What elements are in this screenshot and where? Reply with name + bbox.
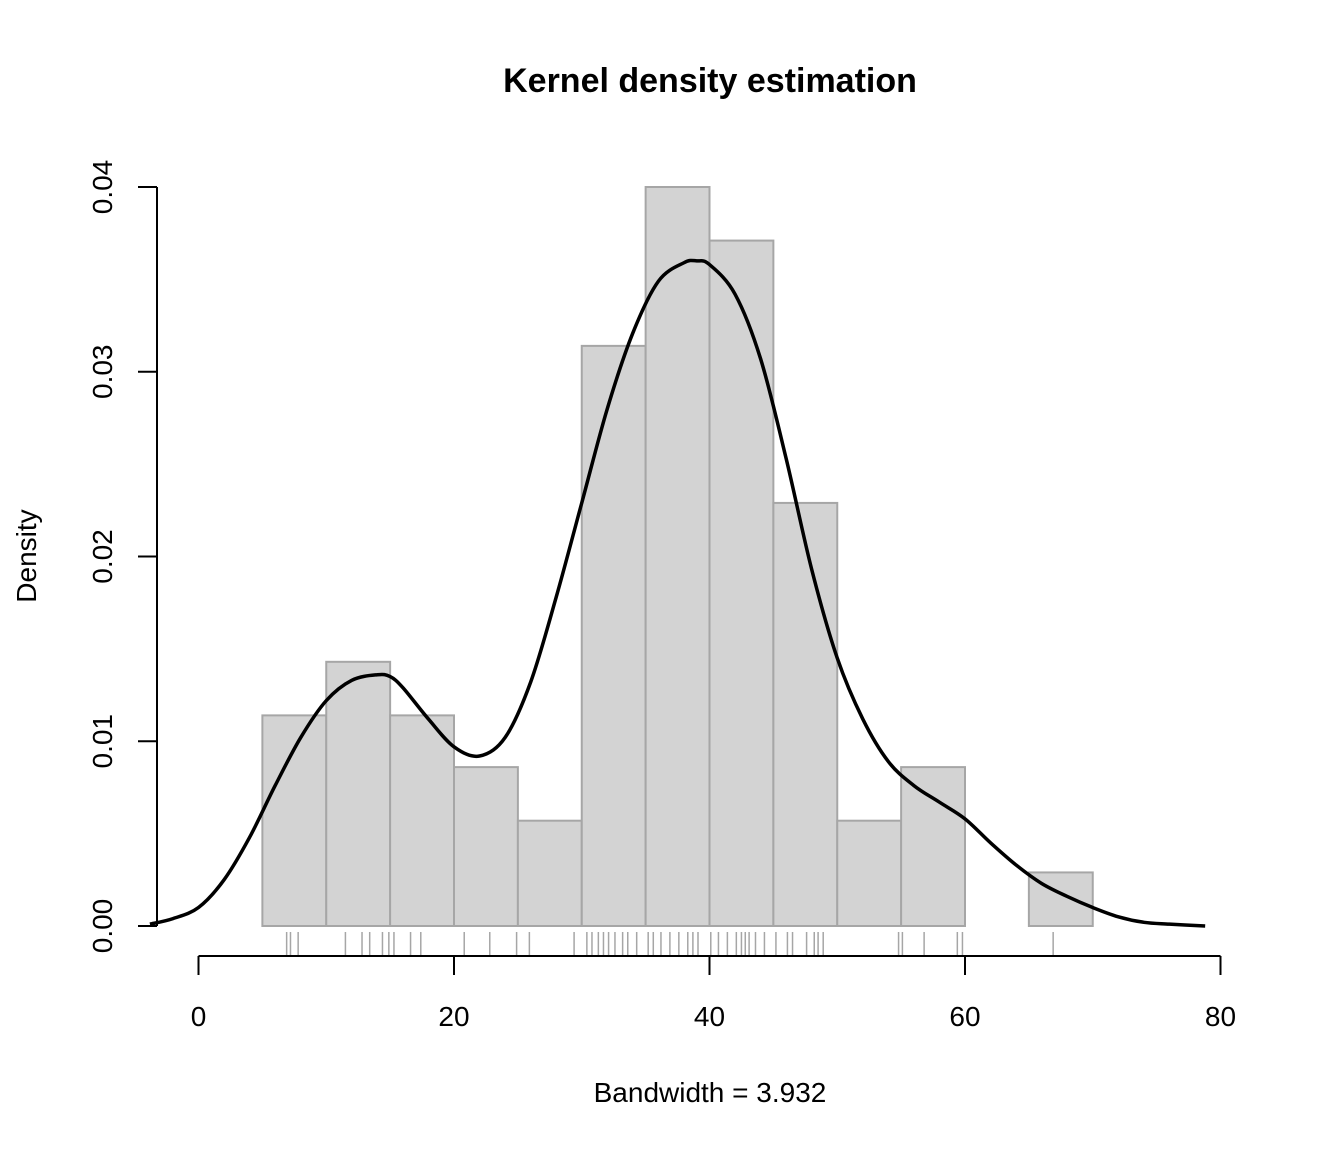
y-tick-label-0: 0.00	[87, 899, 118, 954]
histogram-bar-5	[580, 344, 647, 927]
x-axis-label: Bandwidth = 3.932	[594, 1077, 827, 1108]
y-tick-label-1: 0.01	[87, 714, 118, 769]
x-axis: 0 20 40 60 80	[191, 955, 1236, 1032]
histogram-bar-8	[772, 501, 839, 927]
y-tick-label-4: 0.04	[87, 160, 118, 215]
histogram-bar-3	[453, 766, 519, 927]
x-tick-label-3: 60	[949, 1001, 980, 1032]
x-tick-label-4: 80	[1205, 1001, 1236, 1032]
x-tick-label-2: 40	[694, 1001, 725, 1032]
rug-marks	[285, 932, 1054, 955]
histogram-bar-4	[516, 819, 583, 928]
chart-title: Kernel density estimation	[503, 62, 917, 100]
y-axis-label: Density	[11, 509, 42, 602]
histogram-bar-9	[836, 819, 903, 928]
x-tick-label-1: 20	[438, 1001, 469, 1032]
histogram-bar-6	[644, 186, 711, 927]
density-curve	[149, 258, 1206, 928]
histogram-bar-7	[708, 239, 775, 927]
histogram-bar-2	[389, 714, 455, 928]
y-tick-label-3: 0.03	[87, 345, 118, 400]
x-tick-label-0: 0	[191, 1001, 207, 1032]
y-tick-label-2: 0.02	[87, 529, 118, 584]
histogram-bars	[261, 186, 1094, 928]
histogram-bar-10	[900, 766, 966, 927]
y-axis: 0.00 0.01 0.02 0.03 0.04	[87, 160, 158, 954]
histogram-bar-1	[325, 660, 392, 927]
